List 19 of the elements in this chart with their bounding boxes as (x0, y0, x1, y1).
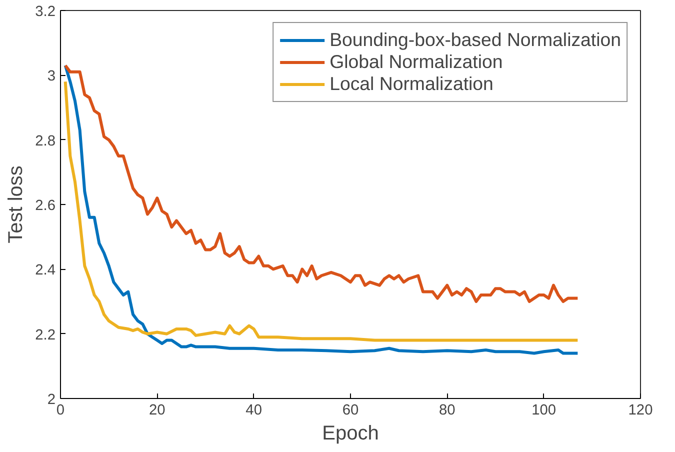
y-tick-label: 2.8 (35, 133, 56, 150)
x-tick-label: 20 (149, 402, 166, 418)
y-tick-label: 2.4 (35, 262, 56, 279)
legend-label: Local Normalization (330, 73, 494, 95)
x-tick-label: 100 (532, 402, 556, 418)
x-tick-label: 120 (628, 402, 653, 418)
y-tick-label: 3.2 (35, 4, 56, 20)
x-axis-title: Epoch (322, 422, 379, 444)
y-tick-label: 2 (47, 392, 56, 408)
y-tick-label: 2.2 (35, 327, 56, 344)
x-tick-label: 40 (246, 402, 262, 418)
y-tick-label: 2.6 (35, 198, 56, 214)
legend-label: Bounding-box-based Normalization (330, 29, 621, 51)
y-axis-title: Test loss (5, 166, 28, 244)
x-tick-label: 60 (342, 402, 359, 418)
y-tick-label: 3 (47, 68, 56, 85)
x-tick-label: 80 (439, 402, 456, 418)
x-tick-label: 0 (56, 402, 65, 418)
legend-label: Global Normalization (330, 51, 503, 73)
